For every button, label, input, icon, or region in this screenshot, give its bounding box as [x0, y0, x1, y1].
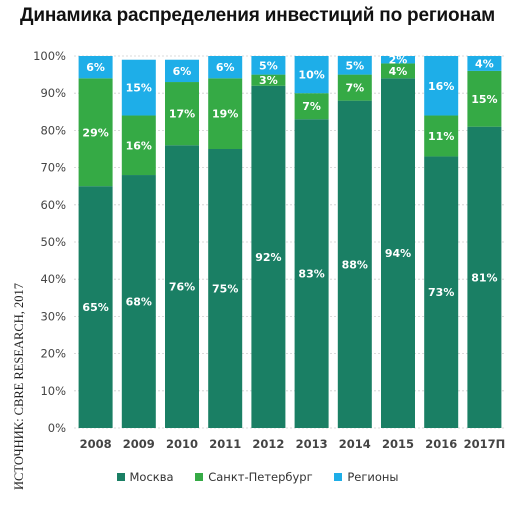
legend-swatch-spb: [195, 473, 204, 481]
data-label: 83%: [298, 268, 324, 281]
y-tick-label: 100%: [33, 49, 66, 63]
x-tick-label: 2013: [296, 437, 328, 451]
chart-title: Динамика распределения инвестиций по рег…: [20, 5, 495, 26]
bar-segment: [208, 149, 243, 428]
legend-item-moscow: Москва: [116, 470, 174, 484]
data-label: 6%: [86, 61, 105, 74]
x-tick-label: 2009: [123, 437, 155, 451]
bar-segment: [78, 78, 113, 187]
bar-segment: [121, 59, 156, 116]
bar-segment: [337, 100, 372, 428]
data-label: 16%: [428, 80, 454, 93]
bar-segment: [337, 56, 372, 75]
data-label: 16%: [126, 139, 152, 152]
data-label: 7%: [345, 82, 364, 95]
x-tick-label: 2017П: [464, 437, 506, 451]
legend-label-spb: Санкт-Петербург: [208, 470, 313, 484]
y-tick-label: 70%: [40, 161, 66, 175]
data-label: 4%: [475, 57, 494, 70]
bar-segment: [165, 82, 199, 146]
legend-swatch-regions: [334, 473, 343, 481]
y-tick-label: 30%: [40, 309, 66, 323]
x-tick-label: 2011: [209, 437, 241, 451]
bar-segment: [467, 70, 502, 127]
bar-segment: [381, 63, 415, 79]
bar-segment: [424, 56, 459, 116]
data-label: 7%: [302, 100, 321, 113]
data-label: 11%: [428, 130, 454, 143]
bar-segment: [78, 186, 113, 428]
bar-segment: [294, 119, 329, 429]
data-label: 4%: [389, 65, 408, 78]
bar-segment: [165, 59, 199, 83]
bar-segment: [294, 56, 329, 94]
data-label: 88%: [342, 258, 368, 271]
data-label: 73%: [428, 286, 454, 299]
bar-segment: [208, 56, 243, 79]
data-label: 6%: [216, 61, 235, 74]
legend-item-spb: Санкт-Петербург: [195, 470, 313, 484]
legend-label-regions: Регионы: [347, 470, 399, 484]
data-label: 10%: [298, 69, 324, 82]
data-label: 15%: [471, 93, 497, 106]
x-tick-label: 2008: [80, 437, 112, 451]
bar-segment: [251, 85, 286, 428]
data-label: 92%: [255, 251, 281, 264]
bar-segment: [251, 56, 286, 75]
legend: Москва Санкт-Петербург Регионы: [0, 470, 515, 484]
y-tick-label: 90%: [40, 86, 66, 100]
y-tick-label: 0%: [48, 421, 66, 435]
data-label: 5%: [259, 59, 278, 72]
y-tick-label: 10%: [40, 384, 66, 398]
bar-segment: [121, 115, 156, 176]
x-tick-label: 2014: [339, 437, 371, 451]
bar-segment: [337, 74, 372, 101]
legend-item-regions: Регионы: [334, 470, 398, 484]
x-tick-label: 2012: [252, 437, 284, 451]
data-label: 2%: [389, 54, 408, 67]
data-label: 3%: [259, 74, 278, 87]
bar-segment: [165, 145, 199, 428]
data-label: 94%: [385, 247, 411, 260]
data-label: 17%: [169, 108, 195, 121]
data-label: 6%: [173, 65, 192, 78]
y-tick-label: 60%: [40, 198, 66, 212]
data-label: 81%: [471, 271, 497, 284]
data-label: 75%: [212, 283, 238, 296]
bar-segment: [381, 56, 415, 64]
bar-segment: [424, 115, 459, 157]
x-tick-label: 2016: [425, 437, 457, 451]
data-label: 29%: [82, 126, 108, 139]
bar-segment: [467, 56, 502, 71]
y-tick-label: 50%: [40, 235, 66, 249]
bar-segment: [424, 156, 459, 428]
bar-segment: [78, 56, 113, 79]
bar-segment: [121, 175, 156, 428]
legend-label-moscow: Москва: [129, 470, 174, 484]
x-tick-label: 2015: [382, 437, 414, 451]
y-tick-label: 20%: [40, 347, 66, 361]
x-tick-label: 2010: [166, 437, 198, 451]
legend-swatch-moscow: [116, 473, 125, 481]
data-label: 5%: [345, 59, 364, 72]
data-label: 15%: [126, 82, 152, 95]
bar-segment: [294, 93, 329, 120]
bar-segment: [208, 78, 243, 149]
y-tick-label: 40%: [40, 272, 66, 286]
y-tick-label: 80%: [40, 123, 66, 137]
bar-segment: [251, 74, 286, 86]
data-label: 68%: [126, 296, 152, 309]
bar-segment: [381, 78, 415, 428]
bar-segment: [467, 126, 502, 429]
data-label: 65%: [82, 301, 108, 314]
data-label: 76%: [169, 281, 195, 294]
data-label: 19%: [212, 108, 238, 121]
